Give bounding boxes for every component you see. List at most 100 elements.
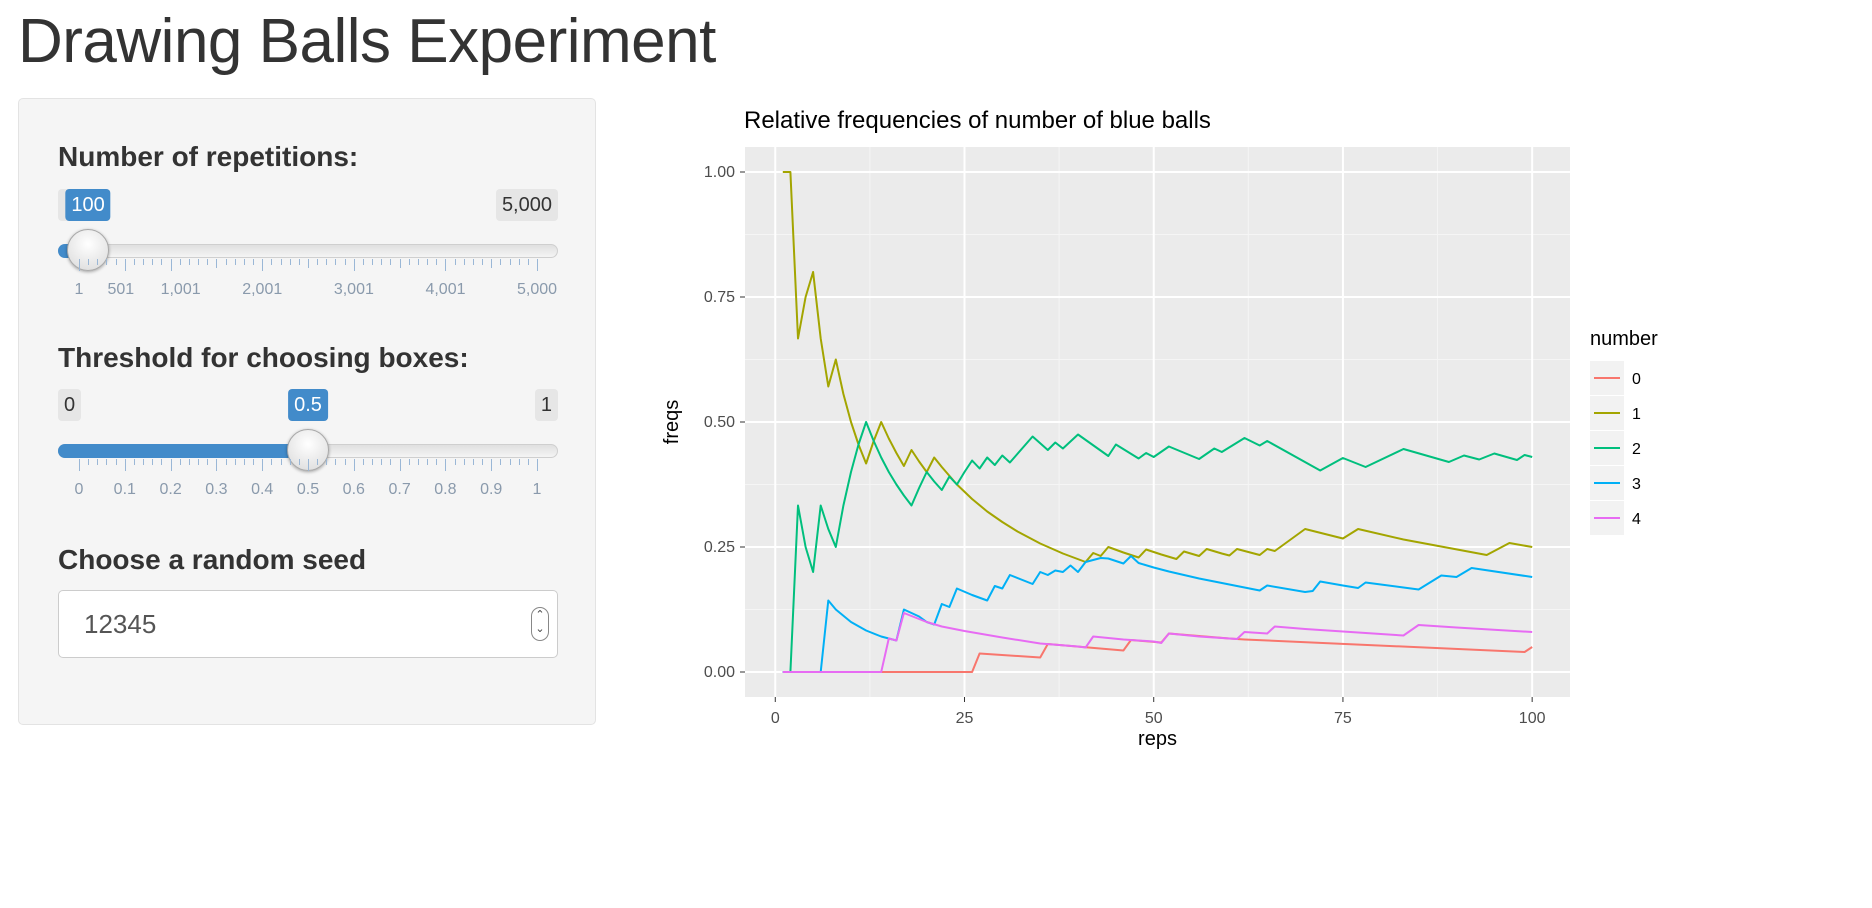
slider-minor-tick <box>225 459 227 465</box>
slider-minor-tick <box>472 459 474 465</box>
slider-minor-tick <box>463 259 465 265</box>
legend-label-0: 0 <box>1632 371 1641 388</box>
slider-minor-tick <box>271 459 273 465</box>
slider-minor-tick <box>161 459 163 465</box>
slider-minor-tick <box>308 259 309 268</box>
y-tick-label: 0.50 <box>704 414 735 431</box>
slider-minor-tick <box>152 259 154 265</box>
slider-tick-label: 5,000 <box>516 281 558 298</box>
slider-tick-label: 0.4 <box>251 481 274 498</box>
slider-major-tick <box>537 259 538 271</box>
slider-minor-tick <box>509 259 511 265</box>
slider-tick-label: 0.2 <box>159 481 182 498</box>
slider-minor-tick <box>463 459 465 465</box>
slider-tick-label: 0.8 <box>434 481 457 498</box>
y-axis-title: freqs <box>661 400 683 444</box>
slider-minor-tick <box>408 259 410 265</box>
slider-minor-tick <box>509 459 511 465</box>
slider-minor-tick <box>133 459 135 465</box>
line-chart: 0 25 50 75 100 0.00 0.25 0.50 0.75 1.00 reps freqs n… <box>661 147 1658 750</box>
series-line-4 <box>782 612 1533 673</box>
slider-major-tick <box>216 459 218 471</box>
spinner-up-icon[interactable]: ⌃ <box>535 609 545 621</box>
slider-minor-tick <box>115 259 117 265</box>
slider-minor-tick <box>344 259 346 265</box>
slider-major-tick <box>353 459 355 471</box>
slider-minor-tick <box>362 259 364 265</box>
slider-minor-tick <box>527 259 529 265</box>
slider-minor-tick <box>179 259 181 265</box>
slider-minor-tick <box>362 459 364 465</box>
slider-minor-tick <box>106 259 108 265</box>
chart-title: Relative frequencies of number of blue b… <box>744 107 1211 134</box>
slider-minor-tick <box>88 459 90 465</box>
slider-minor-tick <box>317 259 319 265</box>
slider-minor-tick <box>527 459 529 465</box>
slider-minor-tick <box>253 259 255 265</box>
slider-minor-tick <box>518 259 520 265</box>
slider-minor-tick <box>482 259 484 265</box>
x-axis-title: reps <box>1138 728 1177 750</box>
legend-label-2: 2 <box>1632 441 1641 458</box>
slider-major-tick <box>79 459 80 471</box>
slider-minor-tick <box>372 459 374 465</box>
legend-label-3: 3 <box>1632 476 1641 493</box>
slider-minor-tick <box>500 459 502 465</box>
threshold-value-bubble: 0.5 <box>288 389 328 421</box>
repetitions-max-label: 5,000 <box>495 189 558 221</box>
repetitions-handle[interactable] <box>67 229 110 271</box>
slider-minor-tick <box>408 459 410 465</box>
repetitions-label: Number of repetitions: <box>58 141 359 172</box>
slider-major-tick <box>124 459 126 471</box>
threshold-label: Threshold for choosing boxes: <box>58 342 469 373</box>
slider-minor-tick <box>326 459 328 465</box>
slider-minor-tick <box>326 259 328 265</box>
slider-minor-tick <box>207 459 209 465</box>
slider-minor-tick <box>381 459 383 465</box>
slider-major-tick <box>353 259 355 271</box>
page-title: Drawing Balls Experiment <box>18 7 716 76</box>
y-tick-label: 1.00 <box>704 164 735 181</box>
slider-minor-tick <box>271 259 273 265</box>
slider-tick-label: 1 <box>74 281 84 298</box>
slider-tick-label: 1 <box>532 481 542 498</box>
series-line-3 <box>782 555 1533 673</box>
slider-minor-tick <box>97 459 99 465</box>
slider-tick-label: 0.7 <box>388 481 411 498</box>
slider-minor-tick <box>253 459 255 465</box>
slider-minor-tick <box>161 259 163 265</box>
slider-tick-label: 3,001 <box>333 281 374 298</box>
slider-major-tick <box>262 459 264 471</box>
threshold-max-label: 1 <box>534 389 558 421</box>
slider-minor-tick <box>152 459 154 465</box>
slider-minor-tick <box>491 259 493 268</box>
slider-minor-tick <box>472 259 474 265</box>
slider-major-tick <box>262 259 264 271</box>
slider-minor-tick <box>427 259 429 265</box>
repetitions-track[interactable] <box>58 244 558 258</box>
slider-minor-tick <box>436 459 438 465</box>
slider-minor-tick <box>188 459 190 465</box>
repetitions-slider[interactable]: 1 5,000 100 1 501 1,001 2,001 3,001 4,001 5,00… <box>58 189 558 299</box>
slider-minor-tick <box>280 259 282 265</box>
repetitions-value-bubble: 100 <box>65 189 111 221</box>
slider-minor-tick <box>198 259 200 265</box>
seed-spinner[interactable]: ⌃ ⌄ <box>531 607 549 641</box>
slider-minor-tick <box>390 459 392 465</box>
slider-major-tick <box>399 459 401 471</box>
legend-title: number <box>1590 328 1658 350</box>
seed-input[interactable]: 12345 ⌃ ⌄ <box>58 590 558 658</box>
slider-minor-tick <box>417 259 419 265</box>
y-tick-label: 0.75 <box>704 289 735 306</box>
slider-minor-tick <box>289 259 291 265</box>
slider-tick-label: 1,001 <box>160 281 201 298</box>
slider-minor-tick <box>234 459 236 465</box>
slider-tick-label: 0 <box>74 481 84 498</box>
spinner-down-icon[interactable]: ⌄ <box>535 623 545 635</box>
threshold-handle[interactable] <box>287 429 329 471</box>
slider-major-tick <box>445 259 447 271</box>
threshold-slider[interactable]: 0 1 0.5 0 0.1 0.2 0.3 0.4 0.5 0.6 0.7 0.8 0.9 1 <box>58 389 558 499</box>
slider-minor-tick <box>243 459 245 465</box>
y-tick-label: 0.25 <box>704 539 735 556</box>
slider-major-tick <box>124 259 126 271</box>
